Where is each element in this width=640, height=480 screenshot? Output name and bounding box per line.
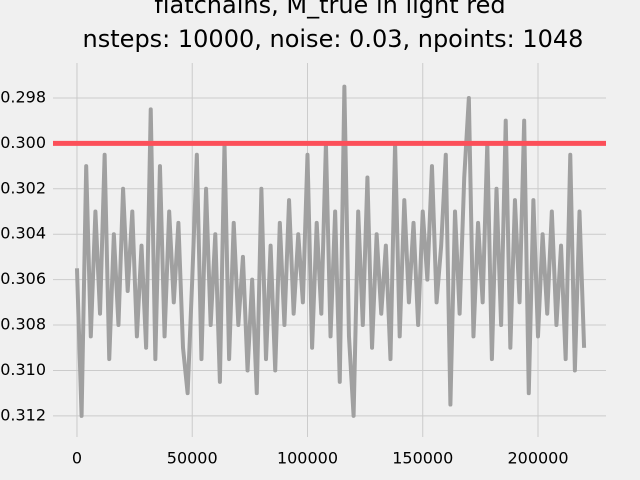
chart-subtitle: nsteps: 10000, noise: 0.03, npoints: 104… — [83, 25, 584, 53]
y-tick-label: −0.300 — [0, 133, 46, 152]
chart-title: flatchains, M_true in light red — [154, 0, 505, 19]
x-axis-label: step number — [279, 478, 382, 480]
x-tick-label: 150000 — [392, 449, 453, 468]
y-tick-label: −0.302 — [0, 178, 46, 197]
x-tick-label: 50000 — [167, 449, 218, 468]
trace-line — [74, 84, 587, 418]
y-tick-label: −0.310 — [0, 360, 46, 379]
y-tick-label: −0.304 — [0, 224, 46, 243]
y-tick-label: −0.308 — [0, 315, 46, 334]
y-tick-label: −0.298 — [0, 87, 46, 106]
x-tick-label: 200000 — [507, 449, 568, 468]
x-tick-label: 0 — [72, 449, 82, 468]
x-tick-label: 100000 — [277, 449, 338, 468]
y-tick-label: −0.306 — [0, 269, 46, 288]
y-tick-label: −0.312 — [0, 405, 46, 424]
